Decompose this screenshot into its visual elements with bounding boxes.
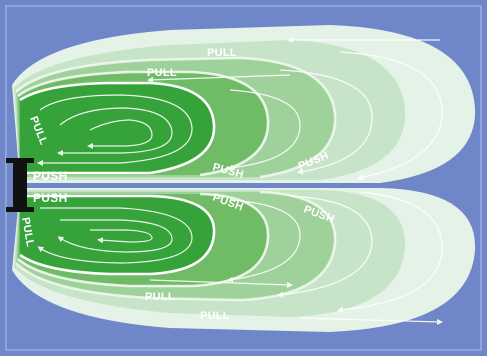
label-push-top: PUSH <box>33 169 68 183</box>
label-pull-lower-2: PULL <box>200 310 230 322</box>
top-ring-3-edge <box>15 56 337 179</box>
top-flow-line <box>57 107 173 156</box>
bottom-flow-line <box>149 279 293 288</box>
bottom-flow-line <box>90 229 153 244</box>
top-ring-core <box>20 83 215 173</box>
label-pull-upper-1: PULL <box>147 67 177 79</box>
bottom-flow-line <box>57 219 173 253</box>
source-bar <box>6 158 34 212</box>
bottom-flow-line <box>277 195 373 298</box>
top-flow-line <box>339 51 443 181</box>
source-bar-cap-bottom <box>6 207 34 212</box>
top-lobe <box>12 25 476 183</box>
bottom-flow-line <box>337 191 443 313</box>
bottom-flow-line <box>299 317 443 325</box>
top-flow-line <box>227 89 301 171</box>
top-ring-core-edge <box>19 81 216 175</box>
bottom-flow-line <box>227 199 301 283</box>
bottom-ring-4-edge <box>17 192 270 288</box>
top-flow-line <box>87 119 153 149</box>
label-pull-lower-1: PULL <box>145 291 175 303</box>
top-flow-line <box>37 94 193 166</box>
top-flow-line <box>147 74 291 83</box>
label-pull-upper-2: PULL <box>207 47 237 59</box>
bottom-lobe <box>12 188 476 332</box>
bottom-ring-core-edge <box>19 194 216 276</box>
label-pull-left-bottom: PULL <box>19 216 36 248</box>
inner-border <box>5 5 482 351</box>
bottom-ring-core <box>20 196 215 274</box>
source-bar-body <box>13 160 27 210</box>
top-flow-line <box>279 69 373 175</box>
bottom-flow-line <box>37 207 193 264</box>
source-bar-cap-top <box>6 158 34 163</box>
bottom-ring-3-edge <box>15 190 337 302</box>
label-push-bottom: PUSH <box>33 191 68 205</box>
top-ring-4-edge <box>17 70 270 177</box>
